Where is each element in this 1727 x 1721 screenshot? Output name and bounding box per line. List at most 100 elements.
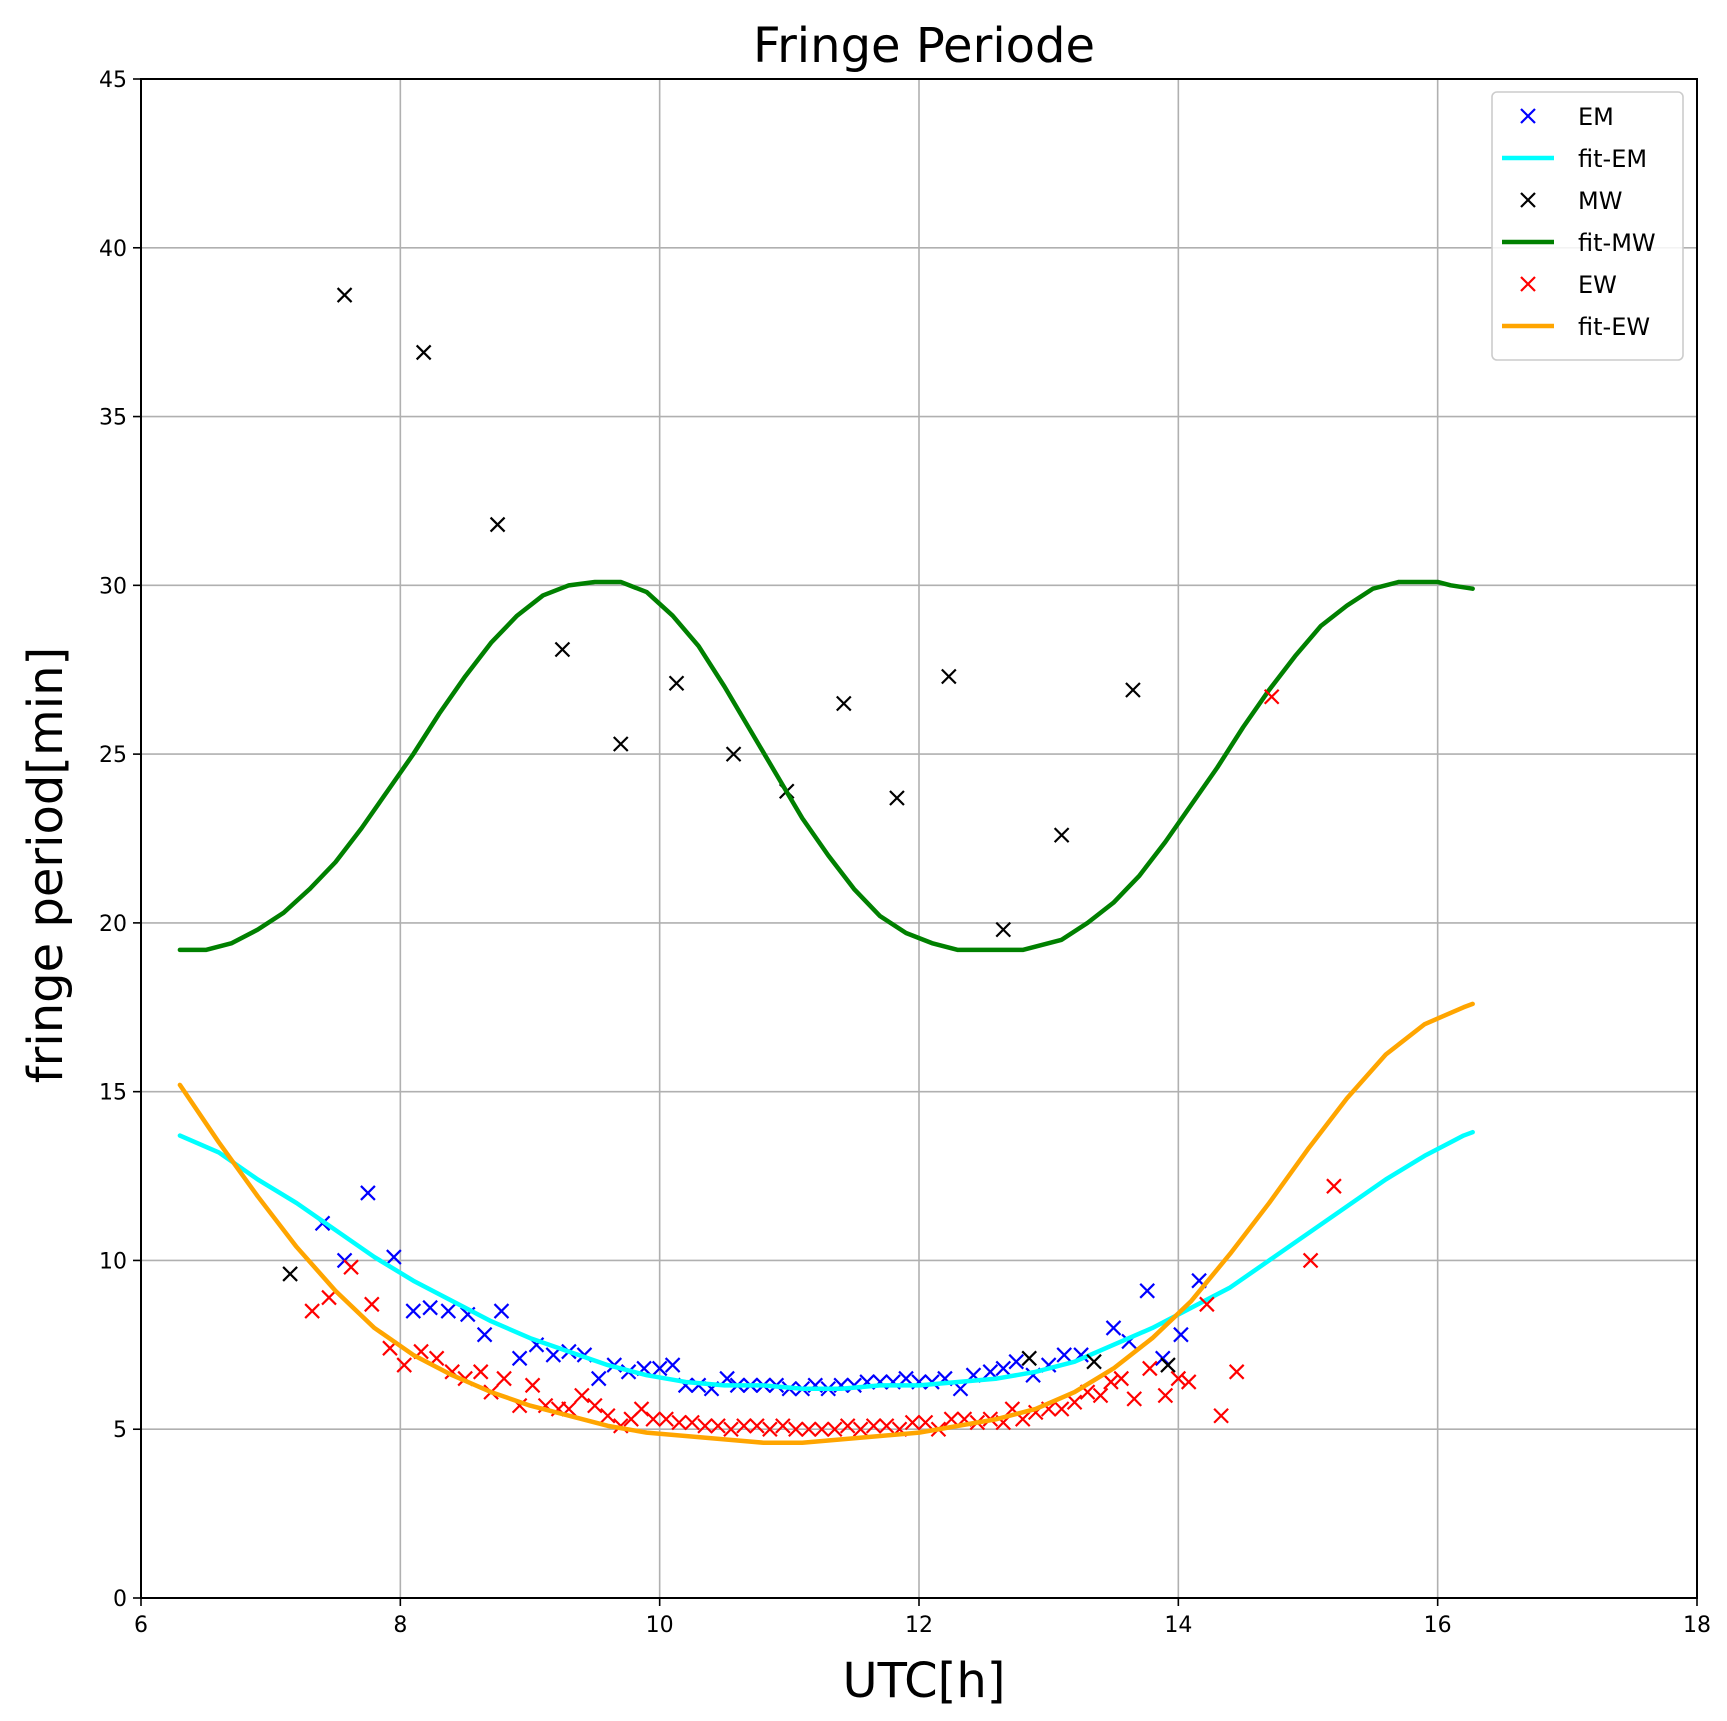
MW-point — [995, 921, 1012, 938]
MW-point — [1053, 827, 1070, 843]
legend-entry-fit-EW: fit-EW — [1502, 313, 1650, 341]
x-tick-label: 16 — [1424, 1613, 1452, 1638]
EM-point — [1139, 1283, 1155, 1299]
legend-marker-swatch — [1520, 108, 1536, 124]
EM-point — [1105, 1320, 1122, 1336]
EW-point — [801, 1421, 817, 1437]
EM-point — [422, 1299, 438, 1316]
EW-point — [852, 1421, 869, 1437]
EM-point — [405, 1303, 422, 1319]
MW-point — [1086, 1353, 1102, 1370]
chart-title: Fringe Periode — [753, 18, 1095, 74]
EW-point — [749, 1418, 765, 1434]
MW-point — [725, 746, 742, 762]
series-layer — [177, 287, 1475, 1445]
EW-point — [697, 1418, 713, 1434]
MW-point — [668, 675, 685, 692]
legend-label: MW — [1578, 187, 1622, 215]
EW-point — [1302, 1252, 1319, 1269]
EW-point — [1228, 1364, 1245, 1380]
EW-point — [1142, 1360, 1158, 1377]
MW-point — [554, 641, 571, 658]
EW-point — [775, 1418, 791, 1434]
MW-point — [282, 1266, 298, 1282]
y-tick-label: 35 — [99, 406, 127, 431]
legend-entry-fit-EM: fit-EM — [1502, 145, 1647, 173]
EW-point — [736, 1418, 752, 1434]
EM-point — [590, 1370, 607, 1387]
x-tick-label: 8 — [393, 1613, 407, 1638]
EM-point — [386, 1249, 402, 1265]
EW-point — [826, 1421, 843, 1437]
EW-point — [788, 1421, 804, 1437]
series-fit-MW — [177, 579, 1475, 953]
series-fit-EW — [177, 1001, 1475, 1445]
series-fit-EM — [177, 1129, 1475, 1391]
MW-point — [1160, 1357, 1176, 1373]
EW-point — [943, 1411, 960, 1427]
EW-point — [496, 1370, 512, 1387]
EM-point — [1154, 1350, 1171, 1367]
EM-point — [995, 1360, 1012, 1377]
x-tick-label: 18 — [1683, 1613, 1711, 1638]
MW-point — [415, 344, 432, 361]
EW-point — [1326, 1178, 1342, 1194]
EW-point — [524, 1377, 541, 1394]
EW-point — [839, 1418, 856, 1434]
legend-entry-MW: MW — [1520, 187, 1622, 215]
y-tick-label: 30 — [99, 574, 127, 599]
EW-point — [321, 1289, 337, 1306]
EW-point — [1180, 1374, 1197, 1390]
MW-point — [889, 790, 905, 806]
EW-point — [396, 1357, 413, 1373]
legend-entry-EW: EW — [1520, 271, 1617, 299]
y-tick-label: 45 — [99, 68, 127, 93]
y-tick-label: 0 — [113, 1587, 127, 1612]
legend-marker-swatch — [1520, 192, 1536, 208]
EM-point — [664, 1357, 681, 1373]
EW-point — [600, 1407, 616, 1424]
MW-point — [1021, 1350, 1037, 1367]
y-tick-label: 15 — [99, 1081, 127, 1106]
legend-label: fit-EM — [1578, 145, 1647, 173]
y-axis-title: fringe period[min] — [18, 647, 74, 1084]
EW-point — [762, 1421, 778, 1437]
EW-point — [1092, 1387, 1109, 1404]
series-EW — [304, 688, 1342, 1437]
EW-point — [304, 1303, 320, 1319]
EW-point — [1053, 1401, 1070, 1417]
EW-point — [723, 1421, 739, 1437]
EM-point — [476, 1326, 493, 1343]
y-tick-label: 10 — [99, 1249, 127, 1274]
EM-point — [1173, 1326, 1189, 1343]
legend-entry-EM: EM — [1520, 103, 1614, 131]
legend: EM fit-EM MW fit-MW EW fit-EW — [1491, 91, 1684, 361]
EW-point — [1170, 1370, 1187, 1387]
EM-point — [545, 1347, 562, 1363]
fit-EM-line — [177, 1129, 1475, 1391]
EW-point — [813, 1421, 830, 1437]
EW-point — [1103, 1374, 1119, 1390]
EW-point — [645, 1411, 661, 1427]
y-tick-label: 25 — [99, 743, 127, 768]
legend-label: fit-EW — [1578, 313, 1650, 341]
EW-point — [904, 1414, 921, 1431]
EW-point — [1126, 1391, 1143, 1407]
EM-point — [511, 1350, 528, 1367]
EW-point — [917, 1414, 934, 1431]
EM-point — [440, 1303, 457, 1319]
legend-label: fit-MW — [1578, 229, 1656, 257]
EW-point — [684, 1414, 700, 1431]
MW-point — [489, 516, 506, 533]
EW-point — [343, 1259, 359, 1275]
x-tick-label: 12 — [905, 1613, 933, 1638]
EM-point — [493, 1303, 510, 1319]
EM-point — [651, 1360, 668, 1377]
x-tick-label: 6 — [134, 1613, 148, 1638]
MW-point — [612, 736, 629, 752]
MW-point — [941, 668, 957, 685]
ticks: 6 8 10 12 14 16 18 0 5 10 15 20 25 30 35 40 45 — [99, 68, 1711, 1638]
EM-point — [1056, 1347, 1073, 1363]
MW-point — [1125, 682, 1141, 698]
